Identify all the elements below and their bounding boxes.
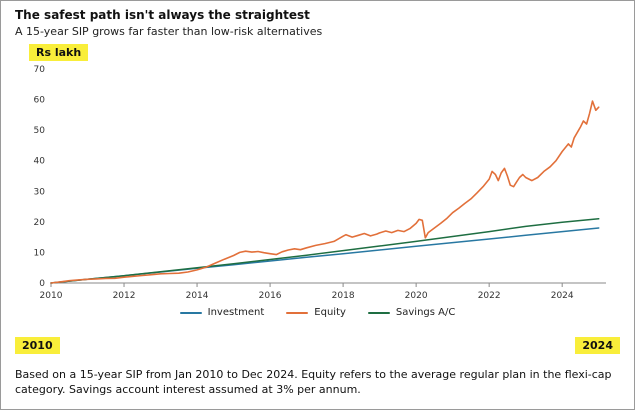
y-tick-label: 60 bbox=[34, 96, 46, 106]
legend-label: Investment bbox=[207, 307, 265, 318]
y-tick-label: 40 bbox=[34, 157, 46, 167]
line-chart: 0 10 20 30 40 50 60 70 2010 2012 2014 2016 2018 2020 2… bbox=[34, 65, 606, 301]
legend-line-swatch bbox=[367, 311, 390, 314]
y-tick-label: 10 bbox=[34, 248, 46, 258]
end-year-label: 2024 bbox=[575, 337, 620, 354]
series-line-savings-a-c bbox=[50, 218, 600, 284]
legend-item-equity: Equity bbox=[286, 307, 346, 318]
y-tick-label: 70 bbox=[34, 65, 46, 75]
legend-line-swatch bbox=[179, 311, 202, 314]
legend-label: Equity bbox=[314, 307, 346, 318]
x-tick-label: 2012 bbox=[113, 291, 136, 301]
x-tick-label: 2020 bbox=[405, 291, 428, 301]
x-tick-label: 2010 bbox=[40, 291, 63, 301]
start-year-label: 2010 bbox=[15, 337, 60, 354]
x-tick-label: 2022 bbox=[478, 291, 501, 301]
chart-legend: Investment Equity Savings A/C bbox=[1, 307, 634, 318]
chart-subtitle: A 15-year SIP grows far faster than low-… bbox=[15, 25, 323, 38]
legend-item-investment: Investment bbox=[179, 307, 265, 318]
x-tick-label: 2018 bbox=[332, 291, 355, 301]
legend-item-savings-a-c: Savings A/C bbox=[367, 307, 456, 318]
x-tick-label: 2024 bbox=[551, 291, 574, 301]
series-line-equity bbox=[50, 100, 600, 284]
x-tick-label: 2016 bbox=[259, 291, 282, 301]
x-tick-label: 2014 bbox=[186, 291, 209, 301]
y-tick-label: 20 bbox=[34, 218, 46, 228]
chart-title: The safest path isn't always the straigh… bbox=[15, 8, 310, 22]
y-tick-label: 30 bbox=[34, 187, 46, 197]
legend-line-swatch bbox=[286, 311, 309, 314]
legend-label: Savings A/C bbox=[395, 307, 456, 318]
y-axis-unit-label: Rs lakh bbox=[29, 44, 89, 61]
footnote-text: Based on a 15-year SIP from Jan 2010 to … bbox=[15, 368, 612, 396]
y-tick-label: 0 bbox=[39, 279, 45, 289]
y-tick-label: 50 bbox=[34, 126, 46, 136]
